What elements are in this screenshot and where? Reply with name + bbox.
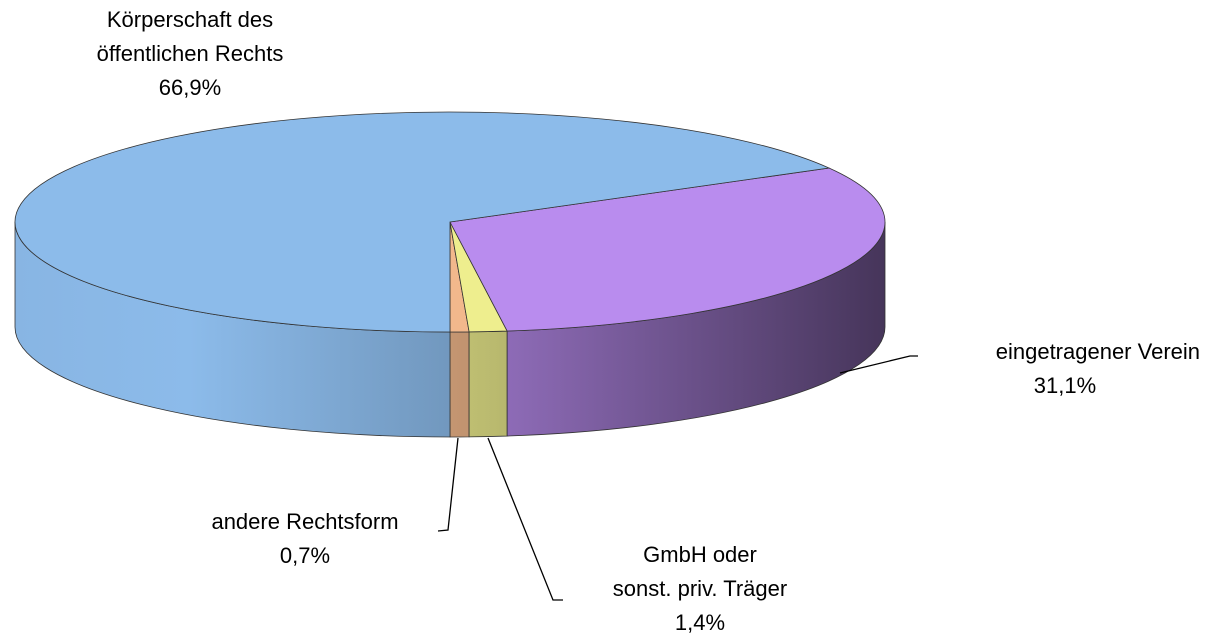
value-label: 1,4% bbox=[674, 610, 726, 635]
leader-line bbox=[487, 437, 563, 601]
slice-label: andere Rechtsform 0,7% bbox=[175, 505, 435, 573]
pie-slice-side bbox=[449, 331, 470, 438]
leader-lines bbox=[437, 355, 918, 601]
leader-line bbox=[437, 437, 459, 532]
pie-slice bbox=[14, 111, 831, 333]
slice-label: Körperschaft des öffentlichen Rechts 66,9… bbox=[40, 3, 340, 105]
category-label: andere Rechtsform bbox=[211, 509, 399, 534]
category-label: GmbH oder sonst. priv. Träger bbox=[612, 542, 788, 601]
category-label: Körperschaft des öffentlichen Rechts bbox=[96, 7, 284, 66]
pie-sides bbox=[14, 221, 886, 438]
value-label: 0,7% bbox=[279, 543, 331, 568]
category-label: eingetragener Verein bbox=[995, 339, 1200, 364]
slice-label: GmbH oder sonst. priv. Träger 1,4% bbox=[560, 538, 840, 640]
leader-line bbox=[839, 355, 918, 374]
pie-tops bbox=[14, 111, 886, 333]
pie-slice-side bbox=[468, 330, 508, 438]
pie-slice bbox=[449, 167, 886, 332]
value-label: 31,1% bbox=[1033, 373, 1097, 398]
slice-label: eingetragener Verein 31,1% bbox=[910, 335, 1200, 403]
value-label: 66,9% bbox=[158, 75, 222, 100]
